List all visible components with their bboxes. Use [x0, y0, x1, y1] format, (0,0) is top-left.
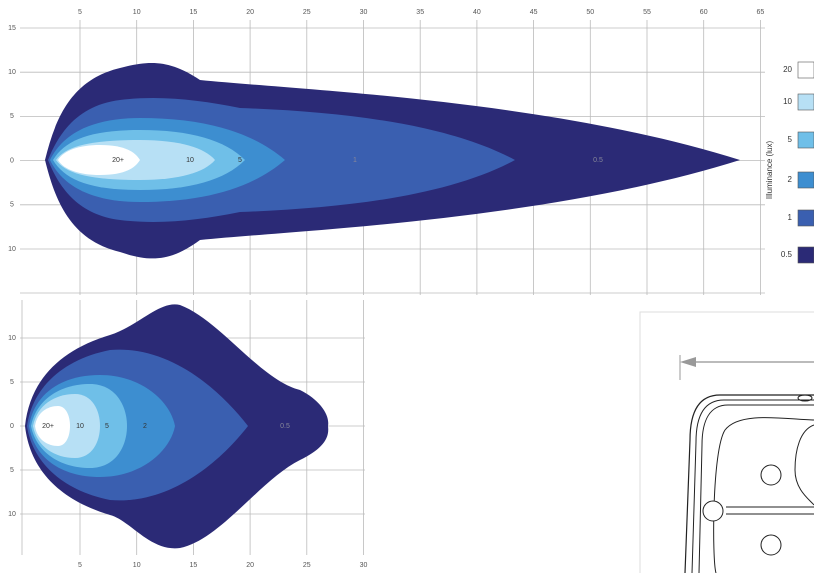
y-tick-label: 10: [8, 69, 16, 76]
x-tick-label: 5: [78, 562, 82, 569]
x-tick-label: 20: [246, 9, 254, 16]
y-tick-label: 10: [8, 335, 16, 342]
y-tick-label: 10: [8, 246, 16, 253]
x-tick-label: 25: [303, 9, 311, 16]
top-contours: [45, 63, 740, 259]
legend-swatch: [797, 171, 814, 189]
contour-20: [35, 406, 70, 446]
legend-label: 0.5: [781, 250, 793, 259]
lamp-drawing: [639, 311, 814, 573]
x-tick-label: 20: [246, 562, 254, 569]
x-tick-label: 15: [190, 9, 198, 16]
contour-20: [58, 145, 140, 175]
contour-label: 20+: [42, 423, 54, 430]
y-tick-label: 5: [10, 113, 14, 120]
legend-label: 5: [788, 135, 793, 144]
legend-swatch: [797, 246, 814, 264]
contour-label: 1: [353, 157, 357, 164]
y-tick-label: 10: [8, 511, 16, 518]
x-tick-label: 35: [416, 9, 424, 16]
x-tick-label: 25: [303, 562, 311, 569]
contour-label: 0.5: [280, 423, 290, 430]
y-tick-label: 5: [10, 379, 14, 386]
legend-title: Illuminance (lux): [765, 141, 774, 200]
legend-swatch: [797, 61, 814, 79]
x-tick-label: 55: [643, 9, 651, 16]
legend-label: 2: [788, 175, 793, 184]
contour-label: 5: [105, 423, 109, 430]
contour-label: 5: [238, 157, 242, 164]
x-tick-label: 30: [360, 9, 368, 16]
contour-label: 10: [186, 157, 194, 164]
x-tick-label: 40: [473, 9, 481, 16]
x-tick-label: 45: [530, 9, 538, 16]
legend-label: 20: [783, 65, 792, 74]
y-tick-label: 5: [10, 467, 14, 474]
x-tick-label: 10: [133, 562, 141, 569]
legend-swatch: [797, 209, 814, 227]
contour-label: 10: [76, 423, 84, 430]
legend-label: 10: [783, 97, 792, 106]
y-tick-label: 0: [10, 423, 14, 430]
x-tick-label: 50: [586, 9, 594, 16]
x-tick-label: 5: [78, 9, 82, 16]
bottom-contours: [25, 304, 329, 549]
x-tick-label: 30: [360, 562, 368, 569]
legend-label: 1: [788, 213, 793, 222]
x-tick-label: 60: [700, 9, 708, 16]
legend-swatch: [797, 93, 814, 111]
y-tick-label: 15: [8, 25, 16, 32]
x-tick-label: 15: [190, 562, 198, 569]
x-tick-label: 10: [133, 9, 141, 16]
contour-label: 20+: [112, 157, 124, 164]
y-tick-label: 5: [10, 202, 14, 209]
contour-label: 0.5: [593, 157, 603, 164]
contour-label: 2: [143, 423, 147, 430]
y-tick-label: 0: [10, 157, 14, 164]
legend-swatch: [797, 131, 814, 149]
x-tick-label: 65: [757, 9, 765, 16]
